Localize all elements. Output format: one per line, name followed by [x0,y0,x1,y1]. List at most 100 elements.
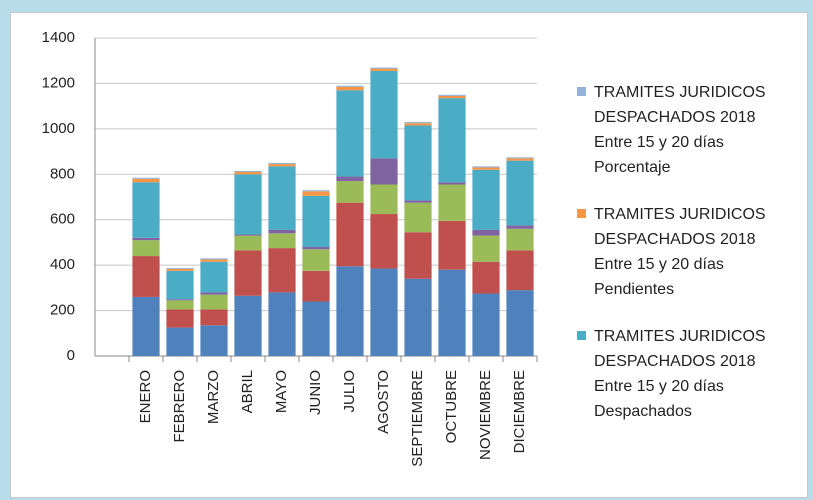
bar-segment [336,85,364,87]
bar-segment [166,300,194,310]
bar-segment [472,235,500,262]
bar-segment [370,268,398,356]
legend-label: TRAMITES JURIDICOS DESPACHADOS 2018 Entr… [594,206,766,298]
y-tick-label: 200 [50,302,75,319]
bar-segment [132,182,160,238]
y-tick-label: 600 [50,211,75,228]
bar-segment [234,172,262,175]
bar-segment [438,184,466,221]
bar-segment [472,261,500,294]
bar-segment [200,325,228,356]
bar-segment [438,94,466,96]
legend-swatch [577,331,586,340]
bar-segment [404,202,432,233]
bar-segment [200,258,228,260]
bar-segment [506,160,534,226]
bar-segment [404,278,432,356]
bar-segment [506,290,534,356]
y-tick-label: 1200 [42,74,75,91]
bar-segment [438,98,466,183]
bar-segment [370,184,398,215]
x-tick-label: JULIO [341,370,358,413]
y-tick-label: 400 [50,256,75,273]
bar-segment [234,250,262,296]
bar-segment [268,162,296,165]
bar-segment [132,237,160,241]
bar-segment [166,270,194,300]
bar-segment [302,249,330,271]
bar-segment [200,259,228,262]
legend-label: TRAMITES JURIDICOS DESPACHADOS 2018 Entr… [594,84,766,176]
x-tick-label: ENERO [137,370,154,423]
bar-segment [268,229,296,234]
bar-segment [302,246,330,250]
legend-swatch [577,209,586,218]
bar-segment [370,214,398,269]
x-tick-label: ABRIL [239,370,256,413]
bar-segment [200,309,228,326]
bar-segment [336,181,364,203]
bar-segment [438,95,466,99]
bar-segment [166,309,194,328]
x-tick-label: AGOSTO [375,370,392,434]
bar-segment [336,176,364,182]
y-tick-label: 1000 [42,120,75,137]
bar-segment [472,167,500,170]
x-tick-label: FEBRERO [171,370,188,443]
bar-segment [166,327,194,356]
x-tick-label: JUNIO [307,370,324,415]
bar-segment [166,268,194,270]
bar-segment [506,157,534,159]
bar-segment [132,178,160,183]
bar-segment [506,250,534,291]
bar-segment [472,166,500,168]
bar-segment [302,191,330,196]
bar-segment [370,68,398,71]
bar-segment [200,294,228,310]
bar-segment [506,158,534,161]
bar-segment [268,233,296,249]
legend-label: TRAMITES JURIDICOS DESPACHADOS 2018 Entr… [594,328,766,420]
bar-segment [268,292,296,356]
bar-segment [438,220,466,270]
bar-segment [472,229,500,236]
bar-segment [404,125,432,201]
bar-segment [438,269,466,356]
bar-segment [302,301,330,356]
bar-segment [336,90,364,177]
bar-segment [404,200,432,203]
bar-segment [370,67,398,69]
x-tick-label: NOVIEMBRE [477,370,494,460]
bar-segment [404,123,432,126]
bar-segment [234,234,262,236]
bar-segment [506,225,534,229]
bar-segment [166,299,194,301]
bar-segment [370,70,398,159]
bar-segment [472,169,500,230]
y-tick-label: 0 [67,347,75,364]
bar-segment [370,158,398,185]
x-tick-label: MARZO [205,370,222,424]
bar-segment [166,269,194,271]
bar-segment [268,164,296,167]
bar-segment [438,182,466,185]
bar-segment [302,190,330,192]
bar-segment [234,170,262,173]
bar-segment [132,296,160,356]
x-tick-label: DICIEMBRE [511,370,528,453]
bar-segment [234,235,262,251]
bar-segment [200,292,228,295]
bar-segment [302,195,330,247]
bar-segment [132,177,160,179]
x-tick-label: SEPTIEMBRE [409,370,426,467]
bar-segment [336,202,364,267]
bar-segment [268,166,296,230]
bar-segment [336,266,364,356]
bar-segment [234,295,262,356]
legend-swatch [577,87,586,96]
bar-segment [200,261,228,293]
bar-segment [132,256,160,297]
bar-segment [336,86,364,91]
